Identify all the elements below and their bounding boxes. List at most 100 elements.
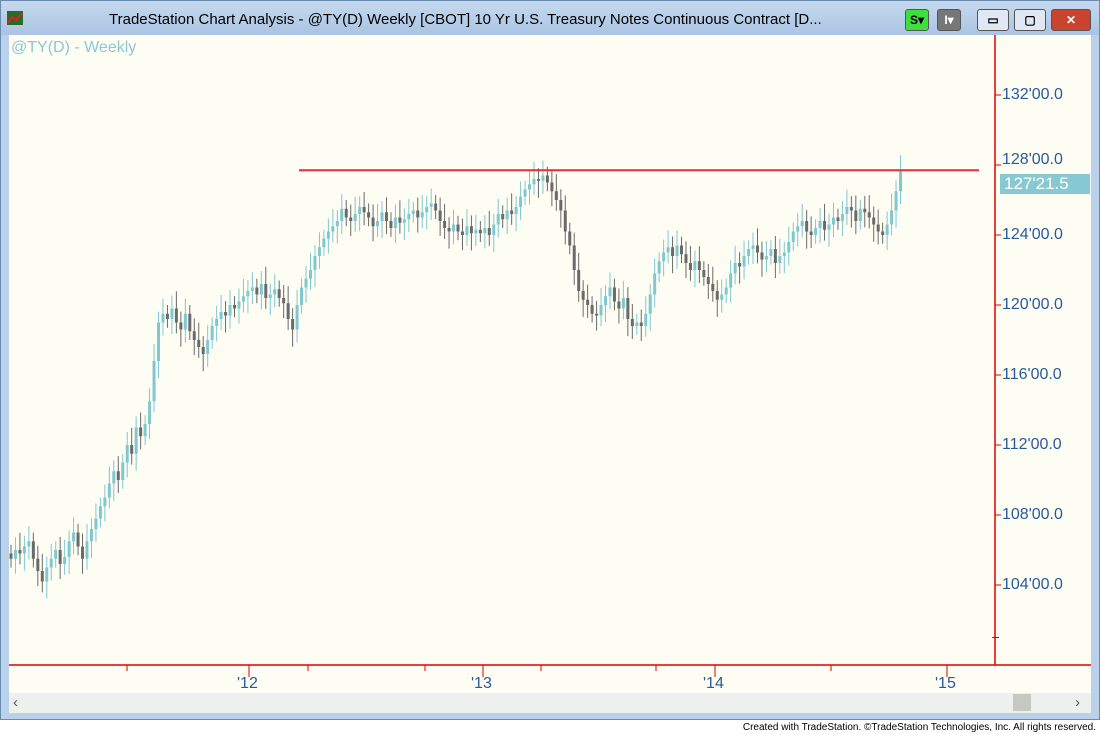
minimize-button[interactable]: ▭ xyxy=(977,9,1009,31)
candle-body xyxy=(595,313,599,316)
candle-body xyxy=(425,207,429,213)
candle-body xyxy=(863,208,867,213)
candle-body xyxy=(197,340,201,347)
candle-body xyxy=(581,291,585,300)
candle-body xyxy=(532,179,536,185)
candle-body xyxy=(487,228,491,235)
candle-body xyxy=(353,214,357,221)
candle-body xyxy=(635,322,639,326)
candle-body xyxy=(313,256,317,270)
candle-body xyxy=(715,291,719,300)
candle-body xyxy=(662,252,666,262)
candle-body xyxy=(81,546,85,559)
candle-body xyxy=(58,550,62,564)
horizontal-scrollbar[interactable]: ‹ › xyxy=(9,693,1091,713)
candle-body xyxy=(648,294,652,314)
candle-body xyxy=(854,210,858,221)
candle-body xyxy=(536,179,540,181)
tradestation-app-icon xyxy=(7,11,23,25)
scroll-right-arrow[interactable]: › xyxy=(1075,694,1080,711)
candle-body xyxy=(76,532,80,547)
candle-body xyxy=(760,252,764,260)
candle-body xyxy=(469,226,473,234)
candle-body xyxy=(666,247,670,253)
candle-body xyxy=(358,207,362,214)
scroll-left-arrow[interactable]: ‹ xyxy=(13,694,18,711)
candle-body xyxy=(438,210,442,221)
candle-body xyxy=(49,558,53,568)
close-button[interactable]: ✕ xyxy=(1051,9,1091,31)
candle-body xyxy=(402,219,406,223)
candle-body xyxy=(782,252,786,256)
candle-body xyxy=(836,217,840,221)
strategy-label: S xyxy=(909,13,918,27)
candle-body xyxy=(322,238,326,248)
candle-body xyxy=(157,322,161,361)
candle-body xyxy=(31,541,35,559)
candle-body xyxy=(237,301,241,309)
candle-body xyxy=(738,263,742,267)
x-label-2014: '14 xyxy=(703,675,724,692)
candle-body xyxy=(845,207,849,214)
candle-body xyxy=(764,256,768,260)
candle-body xyxy=(286,303,290,319)
window-title: TradeStation Chart Analysis - @TY(D) Wee… xyxy=(109,11,822,28)
candle-body xyxy=(384,212,388,221)
chart-area[interactable]: @TY(D) - Weekly 132'00.0 128'00.0 124'00.0… xyxy=(9,35,1091,693)
candle-body xyxy=(496,214,500,225)
candle-body xyxy=(720,294,724,300)
y-label: 120'00.0 xyxy=(1002,296,1063,313)
candle-body xyxy=(13,550,17,559)
candle-body xyxy=(653,273,657,295)
y-label: 124'00.0 xyxy=(1002,226,1063,243)
candle-body xyxy=(367,212,371,218)
candle-body xyxy=(492,224,496,235)
scroll-thumb[interactable] xyxy=(1013,694,1031,711)
candle-body xyxy=(210,326,214,340)
candle-body xyxy=(72,532,76,542)
maximize-button[interactable]: ▢ xyxy=(1014,9,1046,31)
candle-body xyxy=(872,217,876,225)
indicator-label: I xyxy=(944,13,948,27)
candle-body xyxy=(233,305,236,309)
candle-body xyxy=(742,256,746,267)
candle-body xyxy=(528,184,532,190)
candle-body xyxy=(693,261,697,270)
candle-body xyxy=(89,529,93,542)
candle-body xyxy=(393,217,397,228)
candle-body xyxy=(434,203,438,211)
candle-body xyxy=(420,212,424,218)
candle-body xyxy=(116,471,120,480)
candle-body xyxy=(219,312,223,319)
candle-body xyxy=(112,471,116,484)
strategy-button[interactable]: S▾ xyxy=(905,9,929,31)
candle-body xyxy=(103,497,107,507)
candle-body xyxy=(881,231,885,235)
candle-body xyxy=(684,254,688,263)
indicator-button[interactable]: I▾ xyxy=(937,9,961,31)
candle-body xyxy=(107,483,111,498)
candle-body xyxy=(563,210,567,232)
candle-body xyxy=(671,247,675,256)
candle-body xyxy=(429,203,433,207)
candle-body xyxy=(586,299,590,305)
candle-body xyxy=(796,226,800,232)
candle-body xyxy=(215,319,219,326)
candle-body xyxy=(255,287,259,295)
candle-body xyxy=(823,221,827,230)
candle-body xyxy=(751,245,755,249)
price-plot xyxy=(9,35,1091,677)
candle-body xyxy=(121,462,125,480)
candle-body xyxy=(380,212,384,221)
candle-body xyxy=(657,261,661,274)
candle-body xyxy=(139,427,143,437)
candle-body xyxy=(188,313,192,332)
candle-body xyxy=(554,191,558,200)
candle-body xyxy=(541,175,545,181)
candle-body xyxy=(398,217,402,223)
candle-body xyxy=(644,313,648,326)
candle-body xyxy=(228,305,232,316)
candle-body xyxy=(478,229,482,234)
candle-body xyxy=(867,212,871,218)
candle-body xyxy=(460,231,464,235)
